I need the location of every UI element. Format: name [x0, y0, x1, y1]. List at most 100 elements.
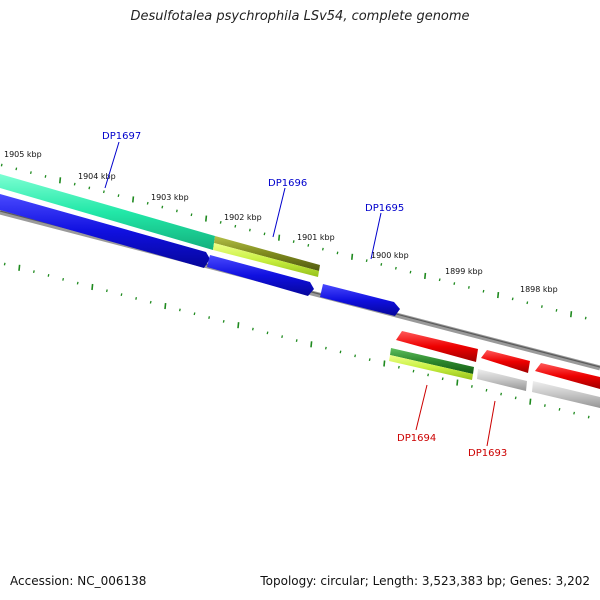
major-tick — [59, 177, 62, 184]
cog-segment-lime — [213, 243, 319, 277]
reverse-strand-genes — [396, 331, 600, 389]
minor-tick — [73, 182, 76, 186]
minor-tick — [105, 289, 108, 293]
minor-tick — [324, 346, 327, 350]
cog-segment-gray — [477, 369, 527, 391]
inner-tick-row — [3, 262, 590, 419]
cog-segment-darkgreen — [390, 348, 474, 374]
scale-label: 1901 kbp — [297, 233, 335, 242]
minor-tick — [32, 270, 35, 274]
minor-tick — [281, 335, 284, 339]
minor-tick — [266, 331, 269, 335]
minor-tick — [543, 404, 546, 407]
gene-arrow-dp1693[interactable] — [481, 350, 530, 373]
major-tick — [164, 303, 167, 310]
minor-tick — [412, 369, 415, 373]
scale-label: 1899 kbp — [445, 267, 483, 276]
gene-label-dp1695[interactable]: DP1695 — [365, 203, 404, 214]
minor-tick — [234, 224, 237, 228]
gene-label-dp1694[interactable]: DP1694 — [397, 433, 436, 444]
minor-tick — [251, 327, 254, 331]
minor-tick — [427, 373, 430, 377]
forward-strand-genes — [0, 194, 400, 316]
gene-arrow-dp1694[interactable] — [396, 331, 478, 362]
gene-arrow-dp1696[interactable] — [207, 255, 314, 296]
minor-tick — [482, 289, 485, 293]
minor-tick — [0, 163, 3, 167]
genome-title: Desulfotalea psychrophila LSv54, complet… — [130, 9, 470, 24]
major-tick — [497, 292, 500, 299]
major-tick — [278, 234, 281, 241]
scale-label: 1904 kbp — [78, 172, 116, 181]
minor-tick — [62, 277, 65, 281]
minor-tick — [394, 266, 397, 270]
scale-label: 1902 kbp — [224, 213, 262, 222]
minor-tick — [208, 316, 211, 319]
minor-tick — [339, 350, 342, 354]
minor-tick — [540, 305, 543, 308]
minor-tick — [295, 339, 298, 342]
major-tick — [18, 264, 21, 271]
minor-tick — [219, 220, 222, 224]
minor-tick — [368, 358, 371, 362]
major-tick — [456, 379, 459, 386]
major-tick — [351, 253, 354, 260]
minor-tick — [222, 319, 225, 323]
cog-segment-olive — [214, 236, 320, 271]
minor-tick — [29, 171, 32, 175]
major-tick — [424, 272, 427, 279]
gene-arrow-next[interactable] — [535, 363, 600, 389]
major-tick — [383, 360, 386, 367]
minor-tick — [587, 415, 590, 419]
minor-tick — [485, 388, 488, 392]
minor-tick — [573, 411, 576, 415]
minor-tick — [88, 186, 91, 190]
minor-tick — [193, 312, 196, 316]
gene-label-dp1693[interactable]: DP1693 — [468, 448, 507, 459]
gene-arrow-dp1697[interactable] — [0, 194, 210, 268]
minor-tick — [336, 251, 339, 255]
minor-tick — [15, 167, 18, 171]
minor-tick — [467, 286, 470, 289]
major-tick — [310, 341, 313, 348]
minor-tick — [397, 365, 400, 369]
minor-tick — [146, 201, 149, 205]
minor-tick — [149, 300, 152, 304]
minor-tick — [76, 281, 79, 285]
minor-tick — [500, 392, 503, 396]
cog-segment-lime — [389, 355, 473, 380]
minor-tick — [453, 282, 456, 285]
minor-tick — [321, 247, 324, 251]
minor-tick — [175, 209, 178, 213]
cog-band-reverse — [389, 348, 600, 408]
scale-label: 1903 kbp — [151, 193, 189, 202]
scale-label: 1900 kbp — [371, 251, 409, 260]
minor-tick — [263, 232, 266, 236]
minor-tick — [292, 240, 295, 243]
minor-tick — [380, 263, 383, 266]
minor-tick — [526, 301, 529, 305]
gene-label-dp1696[interactable]: DP1696 — [268, 178, 307, 189]
minor-tick — [511, 297, 514, 301]
outer-tick-row — [0, 163, 587, 320]
major-tick — [205, 215, 208, 222]
minor-tick — [248, 228, 251, 232]
minor-tick — [117, 194, 120, 198]
major-tick — [132, 196, 135, 203]
minor-tick — [514, 396, 517, 400]
minor-tick — [3, 262, 6, 266]
major-tick — [91, 283, 94, 291]
minor-tick — [409, 270, 412, 274]
cog-band-forward — [0, 174, 320, 277]
minor-tick — [558, 407, 561, 411]
minor-tick — [441, 377, 444, 381]
minor-tick — [178, 308, 181, 312]
scale-label: 1898 kbp — [520, 285, 558, 294]
major-tick — [529, 398, 532, 405]
minor-tick — [555, 308, 558, 312]
gene-arrow-dp1695[interactable] — [320, 284, 400, 316]
minor-tick — [470, 385, 473, 388]
scale-label: 1905 kbp — [4, 150, 42, 159]
gene-label-dp1697[interactable]: DP1697 — [102, 131, 141, 142]
minor-tick — [584, 316, 587, 320]
